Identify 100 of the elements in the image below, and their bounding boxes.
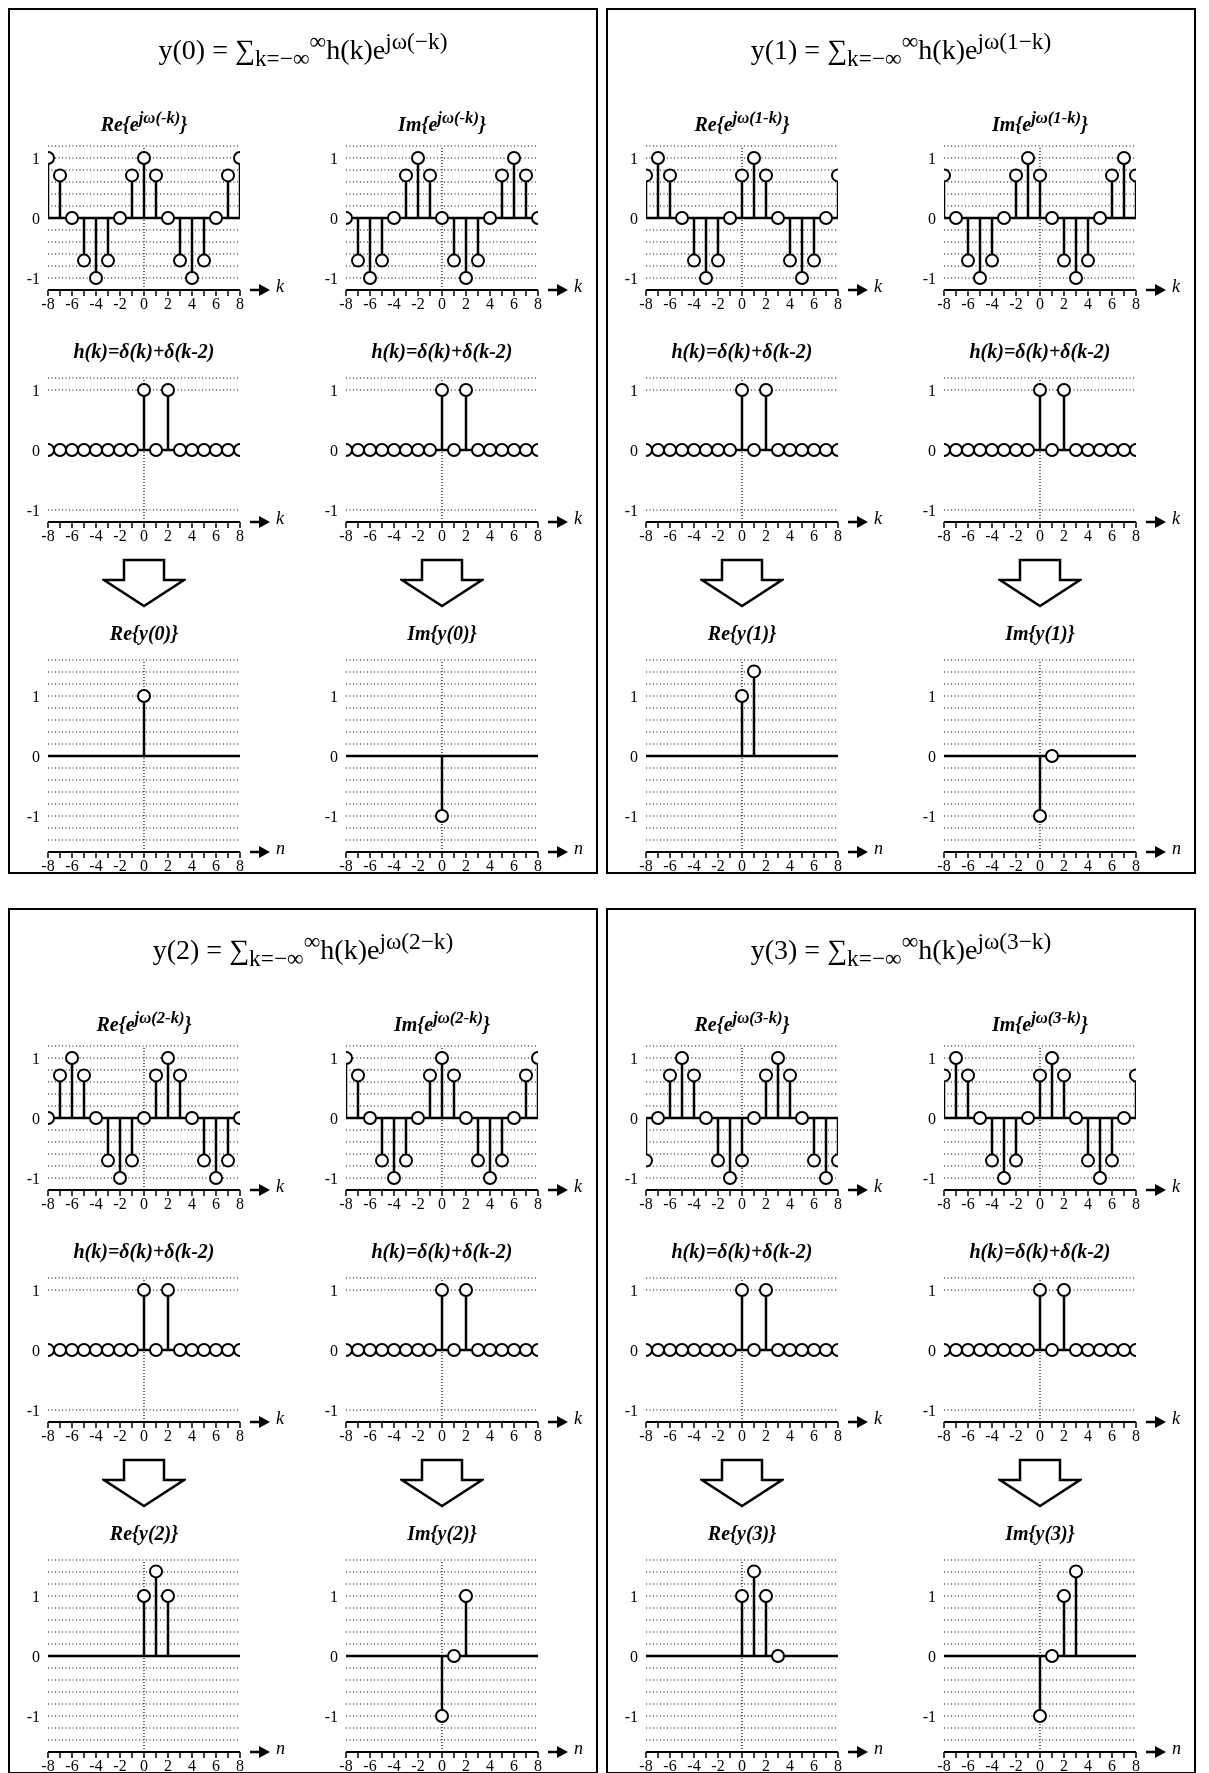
x-tick-label: 8 [834,1427,842,1445]
x-tick-label: 6 [810,1195,818,1213]
y-tick-label: 0 [330,441,338,459]
x-tick-label: -2 [411,1427,425,1445]
x-tick-label: -4 [387,1427,401,1445]
chart-title: Re{e$^{jω(3-k)}$} [693,1008,791,1036]
x-tick-label: 0 [1036,527,1044,545]
point [101,1153,115,1168]
y-tick-label: 0 [928,1109,936,1127]
x-tick-label: -4 [687,857,701,875]
x-tick-label: 0 [438,527,446,545]
y-tick-label: 1 [630,1049,638,1067]
point [699,1111,713,1125]
point [459,1589,473,1603]
x-tick-label: 2 [164,527,172,545]
point [1021,1111,1035,1125]
y-tick-label: 1 [32,1587,40,1605]
x-tick-label: 2 [462,527,470,545]
point [1021,151,1035,165]
point [137,151,151,165]
y-tick-label: -1 [624,1401,638,1419]
point [819,1171,833,1185]
x-tick-label: -4 [985,527,999,545]
point [663,168,677,183]
chart-title: Re{y(3)} [706,1522,778,1545]
x-tick-label: 8 [1132,527,1140,545]
point [65,1051,79,1065]
x-tick-label: 2 [1060,527,1068,545]
x-tick-label: -6 [65,1195,79,1213]
x-tick-label: 6 [1108,527,1116,545]
point [795,271,809,285]
x-tick-label: -8 [41,1195,55,1213]
chart-title: Im{y(1)} [1004,622,1076,645]
x-tick-label: 6 [212,1427,220,1445]
x-tick-label: -2 [113,1757,127,1773]
x-tick-label: -8 [639,295,653,313]
point [1057,1589,1071,1603]
point [149,168,163,183]
y-tick-label: 0 [928,1341,936,1359]
x-tick-label: 8 [1132,1427,1140,1445]
point [53,1068,67,1083]
x-tick-label: 6 [212,857,220,875]
y-tick-label: 1 [928,1281,936,1299]
point [819,211,833,225]
text: y(1) = ∑$_{k=−∞}$$^{∞}$h(k)e$^{jω(1−k)}$ [750,28,1052,72]
point [173,1068,187,1083]
x-tick-label: 6 [810,857,818,875]
x-tick-label: -6 [961,1757,975,1773]
point [807,253,821,268]
y-tick-label: 1 [32,1049,40,1067]
point [783,1068,797,1083]
chart-title: h(k)=δ(k)+δ(k-2) [968,1240,1112,1263]
point [351,1068,365,1083]
point [221,168,235,183]
x-tick-label: 4 [786,295,794,313]
point [483,211,497,225]
x-tick-label: 0 [140,857,148,875]
x-tick-label: 8 [1132,1757,1140,1773]
x-axis-title: k [276,1408,284,1429]
x-tick-label: 2 [164,1427,172,1445]
x-tick-label: 2 [762,857,770,875]
x-tick-label: 4 [486,1195,494,1213]
point [699,271,713,285]
x-tick-label: -2 [113,857,127,875]
x-tick-label: 2 [1060,1757,1068,1773]
x-tick-label: -8 [339,295,353,313]
x-tick-label: -4 [985,1195,999,1213]
point [113,211,127,225]
point [471,1153,485,1168]
x-tick-label: 6 [510,1195,518,1213]
x-axis-title: n [1172,1738,1181,1759]
x-tick-label: 0 [438,1195,446,1213]
point [997,211,1011,225]
x-axis-title: k [276,1176,284,1197]
y-tick-label: -1 [624,807,638,825]
point [185,1111,199,1125]
x-tick-label: 0 [1036,1195,1044,1213]
x-tick-label: -6 [363,1427,377,1445]
chart-title: h(k)=δ(k)+δ(k-2) [670,340,814,363]
chart-title: Im{e$^{jω(1-k)}$} [990,108,1090,136]
point [351,253,365,268]
y-tick-label: 0 [330,747,338,765]
chart-title: Re{e$^{jω(-k)}$} [99,108,189,136]
point [1009,1153,1023,1168]
x-tick-label: 2 [762,295,770,313]
x-axis-title: k [574,1176,582,1197]
y-tick-label: 1 [330,1049,338,1067]
x-tick-label: 0 [1036,1757,1044,1773]
point [459,1111,473,1125]
x-tick-label: 4 [188,527,196,545]
y-tick-label: -1 [922,1401,936,1419]
x-tick-label: 2 [462,295,470,313]
x-axis-title: k [1172,508,1180,529]
x-tick-label: 0 [438,1427,446,1445]
point [197,253,211,268]
x-tick-label: -2 [411,1757,425,1773]
point [795,1111,809,1125]
point [447,1068,461,1083]
x-tick-label: -4 [387,295,401,313]
x-axis-title: k [874,1408,882,1429]
